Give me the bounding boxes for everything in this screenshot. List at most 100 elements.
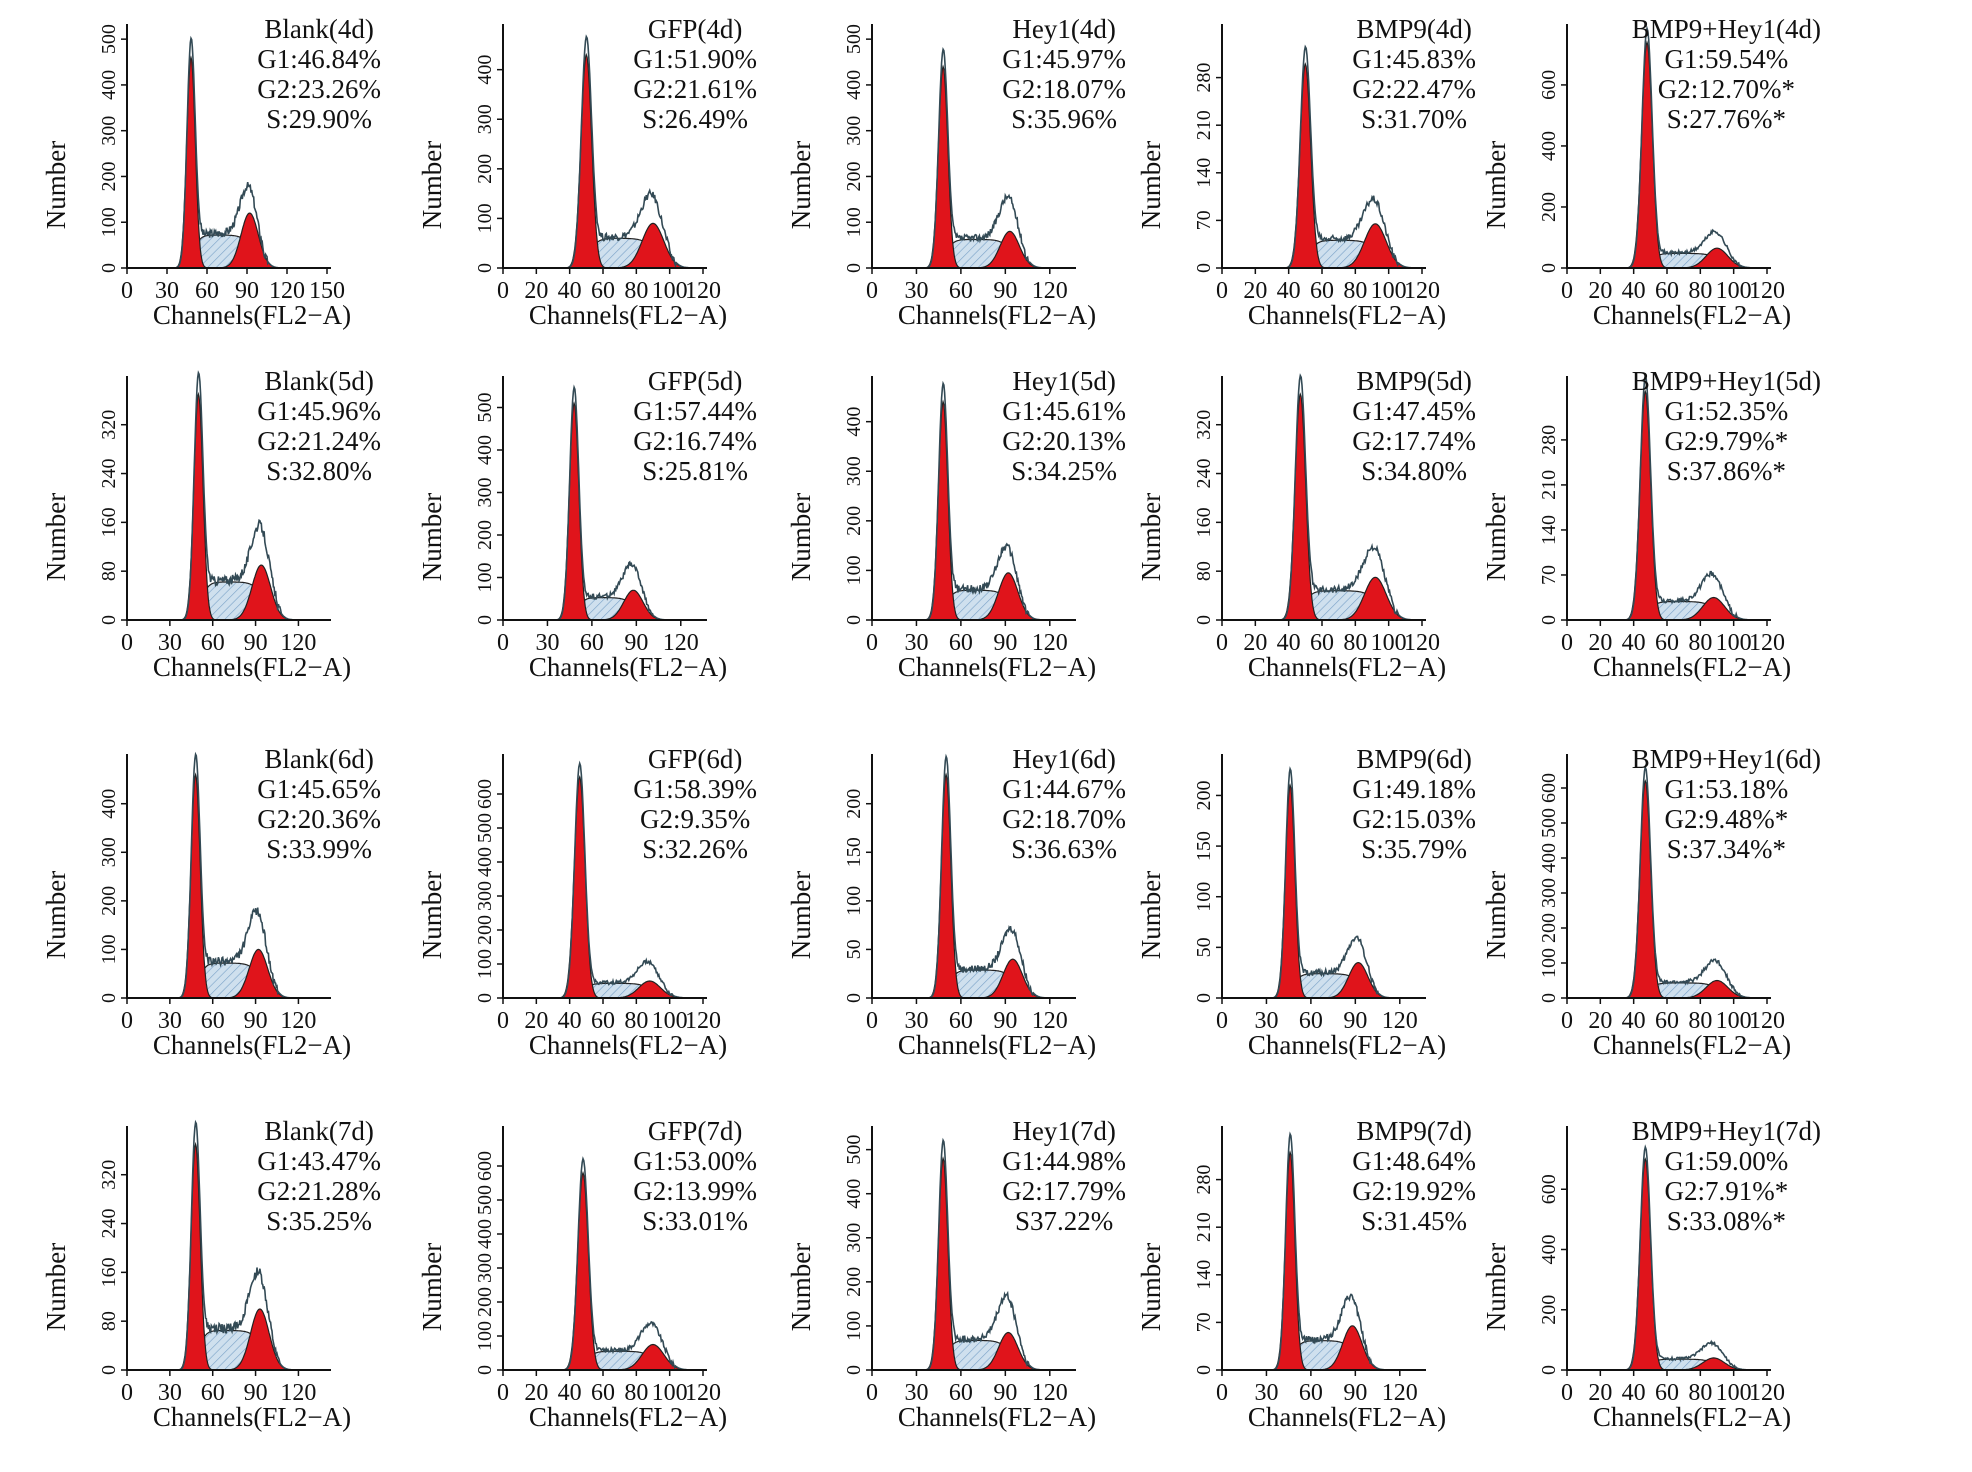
x-tick-label: 90 xyxy=(1343,1008,1367,1034)
x-tick-label: 90 xyxy=(993,1008,1017,1034)
y-tick-label: 210 xyxy=(1193,110,1215,140)
y-tick-label: 0 xyxy=(98,615,120,625)
x-tick-label: 120 xyxy=(280,1008,316,1034)
y-tick-label: 500 xyxy=(474,393,496,423)
panel-annotation: Hey1(4d) G1:45.97% G2:18.07% S:35.96% xyxy=(1002,14,1126,134)
phase-stat: G2:18.07% xyxy=(1002,74,1126,104)
x-tick-label: 120 xyxy=(1749,630,1785,656)
x-tick-label: 30 xyxy=(158,630,182,656)
x-tick-label: 30 xyxy=(1254,1380,1278,1406)
histogram-svg: 0 30 60 90 120 0 80 160 240 320 xyxy=(98,1119,331,1406)
x-tick-label: 20 xyxy=(1588,1008,1612,1034)
phase-stat: G2:7.91%* xyxy=(1664,1176,1789,1206)
y-tick-label: 200 xyxy=(474,154,496,184)
histogram-svg: 0 30 60 90 120 0 70 140 210 280 xyxy=(1193,1126,1426,1406)
phase-stat: G2:18.70% xyxy=(1002,804,1126,834)
panel-annotation: BMP9(7d) G1:48.64% G2:19.92% S:31.45% xyxy=(1352,1116,1476,1236)
phase-stat: G1:45.96% xyxy=(257,396,381,426)
phase-stat: S:34.25% xyxy=(1011,456,1117,486)
phase-stat: S37.22% xyxy=(1014,1206,1114,1236)
y-tick-label: 500 xyxy=(474,1185,496,1215)
panel-title: Blank(6d) xyxy=(264,744,374,774)
x-tick-label: 60 xyxy=(201,1380,225,1406)
x-tick-label: 120 xyxy=(685,1380,721,1406)
y-tick-label: 0 xyxy=(843,615,865,625)
x-axis-label: Channels(FL2−A) xyxy=(1247,1402,1447,1432)
x-tick-label: 120 xyxy=(280,630,316,656)
x-tick-label: 40 xyxy=(1622,278,1646,304)
y-tick-label: 500 xyxy=(474,813,496,843)
y-axis-label: Number xyxy=(417,140,447,230)
panel-annotation: BMP9+Hey1(4d) G1:59.54% G2:12.70%* S:27.76%… xyxy=(1632,14,1821,134)
x-tick-label: 20 xyxy=(524,1380,548,1406)
y-tick-label: 320 xyxy=(98,410,120,440)
y-tick-label: 200 xyxy=(1538,913,1560,943)
y-tick-label: 200 xyxy=(98,161,120,191)
x-tick-label: 80 xyxy=(624,278,648,304)
phase-stat: G1:59.54% xyxy=(1664,44,1789,74)
panel-title: GFP(5d) xyxy=(647,366,743,396)
panel-title: GFP(7d) xyxy=(647,1116,743,1146)
x-tick-label: 20 xyxy=(524,278,548,304)
y-tick-label: 140 xyxy=(1193,158,1215,188)
histogram-svg: 0 30 60 90 120 0 100 200 300 400 xyxy=(98,751,331,1034)
x-tick-label: 0 xyxy=(121,1008,133,1034)
y-tick-label: 70 xyxy=(1538,565,1560,585)
histogram-panel: 0 30 60 90 120 0 50 100 150 200 Hey1(6d) G1:44.67% G… xyxy=(760,740,1140,1100)
phase-stat: S:35.96% xyxy=(1011,104,1117,134)
y-tick-label: 0 xyxy=(843,263,865,273)
panel-annotation: Hey1(5d) G1:45.61% G2:20.13% S:34.25% xyxy=(1002,366,1126,486)
y-axis-label: Number xyxy=(1481,492,1511,582)
histogram-panel: 0 30 60 90 120 0 50 100 150 200 BMP9(6d) G1:49.18% G… xyxy=(1110,740,1490,1100)
x-tick-label: 90 xyxy=(993,630,1017,656)
panel-annotation: Hey1(7d) G1:44.98% G2:17.79% S37.22% xyxy=(1002,1116,1126,1236)
histogram-panel: 0 20 40 60 80 100 120 0 70 140 210 280 BMP9(4d) G1:45… xyxy=(1110,10,1490,370)
phase-stat: G2:22.47% xyxy=(1352,74,1476,104)
y-tick-label: 100 xyxy=(474,203,496,233)
y-tick-label: 100 xyxy=(1193,882,1215,912)
phase-stat: G1:53.18% xyxy=(1664,774,1789,804)
y-tick-label: 0 xyxy=(474,263,496,273)
x-tick-label: 60 xyxy=(949,278,973,304)
y-axis-label: Number xyxy=(41,492,71,582)
x-tick-label: 60 xyxy=(1299,1008,1323,1034)
histogram-svg: 0 30 60 90 120 0 100 200 300 400 500 xyxy=(843,24,1076,304)
x-tick-label: 20 xyxy=(1243,278,1267,304)
phase-stat: S:33.99% xyxy=(266,834,372,864)
x-tick-label: 80 xyxy=(1688,278,1712,304)
panel-annotation: GFP(5d) G1:57.44% G2:16.74% S:25.81% xyxy=(633,366,757,486)
y-tick-label: 400 xyxy=(843,70,865,100)
panel-title: Hey1(6d) xyxy=(1012,744,1116,774)
y-tick-label: 300 xyxy=(474,104,496,134)
y-tick-label: 300 xyxy=(843,116,865,146)
x-tick-label: 60 xyxy=(1655,1008,1679,1034)
histogram-panel: 0 30 60 90 120 0 70 140 210 280 BMP9(7d) G1:48.64% G… xyxy=(1110,1112,1490,1472)
y-tick-label: 300 xyxy=(474,1253,496,1283)
x-tick-label: 60 xyxy=(201,630,225,656)
y-axis-label: Number xyxy=(786,1242,816,1332)
y-tick-label: 80 xyxy=(1193,561,1215,581)
x-tick-label: 90 xyxy=(993,278,1017,304)
phase-stat: G1:45.65% xyxy=(257,774,381,804)
x-tick-label: 30 xyxy=(904,1008,928,1034)
phase-stat: G2:23.26% xyxy=(257,74,381,104)
x-tick-label: 80 xyxy=(1688,630,1712,656)
x-tick-label: 80 xyxy=(1688,1008,1712,1034)
x-tick-label: 60 xyxy=(195,278,219,304)
y-tick-label: 140 xyxy=(1538,515,1560,545)
phase-stat: G2:9.48%* xyxy=(1664,804,1789,834)
y-tick-label: 600 xyxy=(1538,1174,1560,1204)
panel-annotation: BMP9(4d) G1:45.83% G2:22.47% S:31.70% xyxy=(1352,14,1476,134)
y-tick-label: 300 xyxy=(98,116,120,146)
y-tick-label: 100 xyxy=(98,207,120,237)
y-tick-label: 0 xyxy=(1538,993,1560,1003)
s-phase-area xyxy=(872,969,1072,999)
s-phase-area xyxy=(872,589,1072,621)
x-tick-label: 100 xyxy=(1716,278,1752,304)
y-tick-label: 300 xyxy=(843,1223,865,1253)
x-tick-label: 20 xyxy=(1588,1380,1612,1406)
